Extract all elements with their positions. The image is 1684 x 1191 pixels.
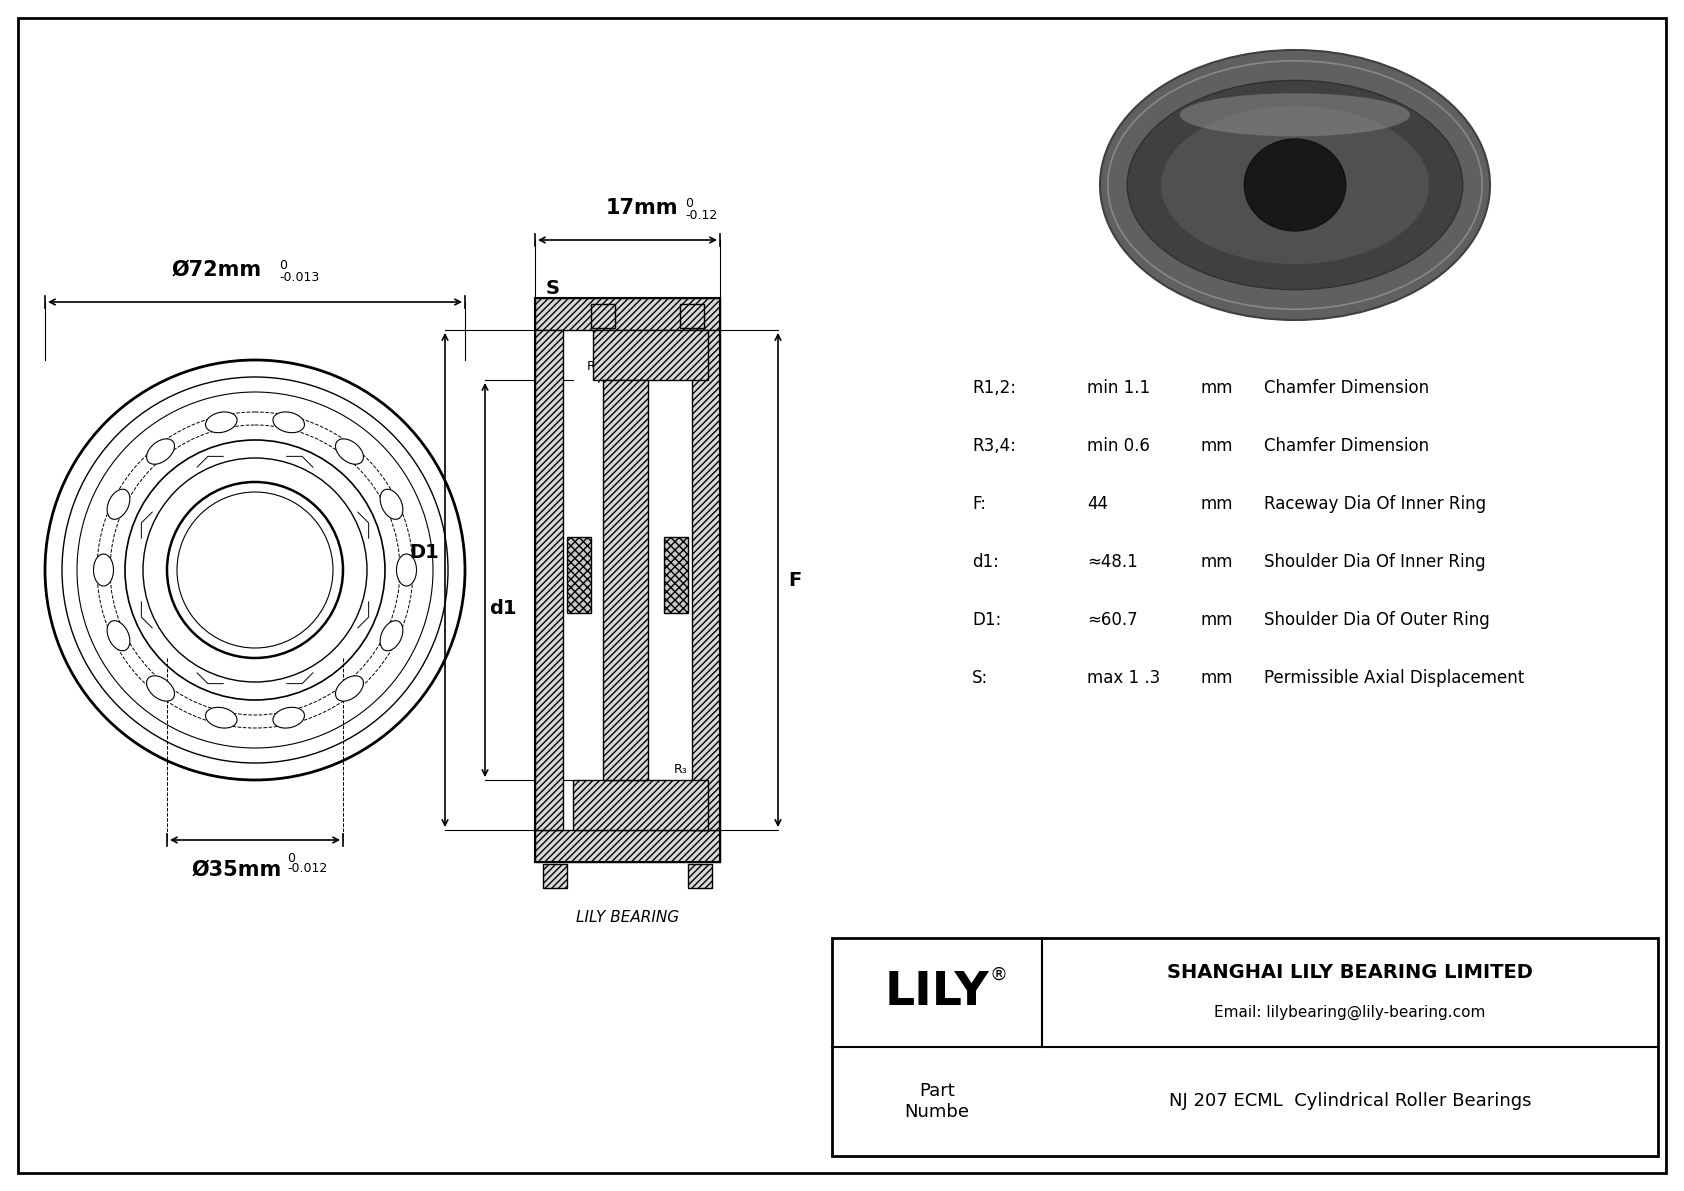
Bar — [591, 304, 615, 328]
Text: LILY: LILY — [884, 969, 989, 1015]
Text: 0: 0 — [280, 258, 286, 272]
Text: min 1.1: min 1.1 — [1086, 379, 1150, 397]
Text: min 0.6: min 0.6 — [1086, 437, 1150, 455]
Ellipse shape — [273, 412, 305, 432]
Text: ®: ® — [990, 966, 1009, 984]
Text: F: F — [788, 570, 802, 590]
Bar — [573, 780, 707, 830]
Ellipse shape — [147, 675, 175, 701]
Text: S:: S: — [972, 669, 989, 687]
Bar — [692, 330, 721, 830]
Text: Part
Numbe: Part Numbe — [904, 1083, 970, 1121]
Text: R₂: R₂ — [598, 373, 611, 386]
Ellipse shape — [108, 621, 130, 650]
Ellipse shape — [335, 438, 364, 464]
Bar — [680, 304, 704, 328]
Text: 44: 44 — [1086, 495, 1108, 513]
Text: 17mm: 17mm — [605, 198, 677, 218]
Text: -0.12: -0.12 — [685, 208, 717, 222]
Bar — [689, 863, 712, 888]
Text: mm: mm — [1201, 669, 1233, 687]
Text: ≈60.7: ≈60.7 — [1086, 611, 1138, 629]
Bar — [542, 863, 568, 888]
Text: SHANGHAI LILY BEARING LIMITED: SHANGHAI LILY BEARING LIMITED — [1167, 964, 1532, 983]
Text: R₁: R₁ — [588, 360, 601, 373]
Ellipse shape — [147, 438, 175, 464]
Bar — [593, 330, 707, 380]
Ellipse shape — [1100, 50, 1490, 320]
Text: R₁: R₁ — [672, 314, 685, 328]
Text: 0: 0 — [685, 197, 694, 210]
Text: LILY BEARING: LILY BEARING — [576, 910, 679, 925]
Text: -0.013: -0.013 — [280, 272, 320, 283]
Ellipse shape — [205, 412, 237, 432]
Text: D1:: D1: — [972, 611, 1002, 629]
Ellipse shape — [273, 707, 305, 728]
Ellipse shape — [1244, 139, 1346, 231]
Bar — [536, 298, 721, 330]
Ellipse shape — [1180, 93, 1410, 137]
Bar — [536, 330, 562, 830]
Text: mm: mm — [1201, 437, 1233, 455]
Text: R1,2:: R1,2: — [972, 379, 1015, 397]
Text: Shoulder Dia Of Outer Ring: Shoulder Dia Of Outer Ring — [1265, 611, 1490, 629]
Ellipse shape — [396, 554, 416, 586]
Text: Raceway Dia Of Inner Ring: Raceway Dia Of Inner Ring — [1265, 495, 1485, 513]
Text: -0.012: -0.012 — [286, 862, 327, 875]
Bar — [663, 537, 689, 613]
Text: R₂: R₂ — [650, 323, 663, 336]
Text: d1:: d1: — [972, 553, 999, 570]
Bar — [832, 939, 1659, 1156]
Text: Chamfer Dimension: Chamfer Dimension — [1265, 379, 1430, 397]
Text: Permissible Axial Displacement: Permissible Axial Displacement — [1265, 669, 1524, 687]
Text: R3,4:: R3,4: — [972, 437, 1015, 455]
Ellipse shape — [381, 490, 402, 519]
Bar — [568, 537, 591, 613]
Text: Email: lilybearing@lily-bearing.com: Email: lilybearing@lily-bearing.com — [1214, 1004, 1485, 1019]
Text: S: S — [546, 279, 561, 298]
Ellipse shape — [1160, 105, 1430, 264]
Text: R₄: R₄ — [603, 763, 616, 777]
Bar — [603, 380, 648, 780]
Text: Chamfer Dimension: Chamfer Dimension — [1265, 437, 1430, 455]
Text: max 1 .3: max 1 .3 — [1086, 669, 1160, 687]
Text: Ø72mm: Ø72mm — [172, 260, 263, 280]
Text: d1: d1 — [488, 599, 517, 617]
Text: mm: mm — [1201, 495, 1233, 513]
Text: mm: mm — [1201, 379, 1233, 397]
Ellipse shape — [1127, 80, 1463, 289]
Text: ≈48.1: ≈48.1 — [1086, 553, 1138, 570]
Ellipse shape — [381, 621, 402, 650]
Text: 0: 0 — [286, 852, 295, 865]
Text: R₃: R₃ — [674, 763, 687, 777]
Ellipse shape — [108, 490, 130, 519]
Text: mm: mm — [1201, 611, 1233, 629]
Ellipse shape — [94, 554, 113, 586]
Ellipse shape — [335, 675, 364, 701]
Bar — [536, 830, 721, 862]
Text: F:: F: — [972, 495, 987, 513]
Text: mm: mm — [1201, 553, 1233, 570]
Ellipse shape — [205, 707, 237, 728]
Text: NJ 207 ECML  Cylindrical Roller Bearings: NJ 207 ECML Cylindrical Roller Bearings — [1169, 1092, 1531, 1110]
Text: D1: D1 — [409, 542, 440, 561]
Text: Ø35mm: Ø35mm — [192, 860, 283, 880]
Text: Shoulder Dia Of Inner Ring: Shoulder Dia Of Inner Ring — [1265, 553, 1485, 570]
